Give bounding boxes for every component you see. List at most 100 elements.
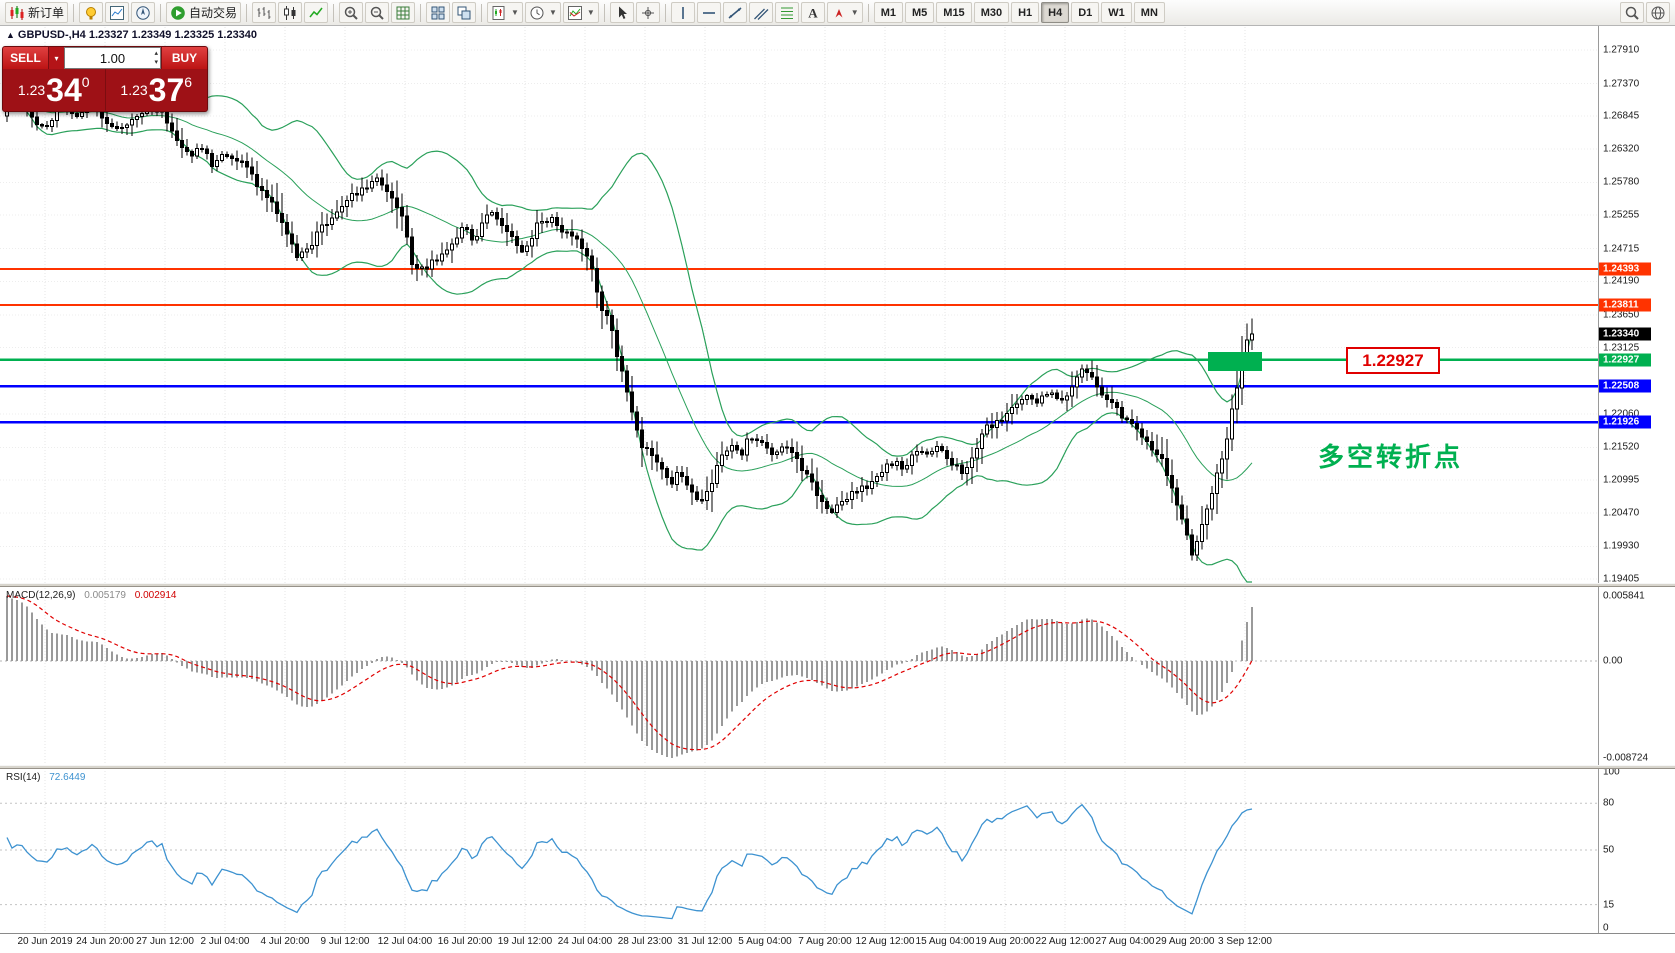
- timeframe-m5-button[interactable]: M5: [905, 2, 934, 23]
- chart-annotation-text[interactable]: 多空转折点: [1318, 437, 1463, 474]
- one-click-trading-panel: SELL ▾ 1.00 ▴▾ BUY 1.23340 1.23376: [2, 46, 208, 112]
- volume-input[interactable]: 1.00 ▴▾: [64, 47, 161, 69]
- rsi-label: RSI(14) 72.6449: [6, 772, 85, 783]
- timeframe-d1-button[interactable]: D1: [1071, 2, 1099, 23]
- vertical-line-button[interactable]: [671, 2, 695, 23]
- bid-price[interactable]: 1.23340: [3, 69, 106, 111]
- fibonacci-button[interactable]: [775, 2, 799, 23]
- indicators-icon: [567, 5, 583, 21]
- dropdown-arrow-icon[interactable]: ▼: [851, 8, 859, 17]
- volume-value: 1.00: [100, 51, 125, 66]
- crosshair-button[interactable]: [636, 2, 660, 23]
- vline-icon: [675, 5, 691, 21]
- cursor-icon: [614, 5, 630, 21]
- toolbar-right-groups: [1619, 2, 1671, 23]
- horizontal-line-button[interactable]: [697, 2, 721, 23]
- navigator-button[interactable]: [131, 2, 155, 23]
- timeframe-w1-button[interactable]: W1: [1101, 2, 1132, 23]
- volume-down-icon[interactable]: ▾: [154, 58, 158, 67]
- metaeditor-button[interactable]: [79, 2, 103, 23]
- text-tool-button[interactable]: A: [801, 2, 825, 23]
- rsi-value: 72.6449: [49, 772, 85, 783]
- order-controls-row: SELL ▾ 1.00 ▴▾ BUY: [3, 47, 207, 69]
- rsi-panel-separator[interactable]: [0, 765, 1675, 769]
- chart-canvas[interactable]: [0, 0, 1675, 953]
- window-icon: ▲: [6, 30, 15, 40]
- new-chart-button[interactable]: ▼: [487, 2, 523, 23]
- trend-line-button[interactable]: [723, 2, 747, 23]
- chart-grid-button[interactable]: [391, 2, 415, 23]
- zoom-in-button[interactable]: [339, 2, 363, 23]
- globe-icon: [1650, 5, 1666, 21]
- search-button[interactable]: [1620, 2, 1644, 23]
- new-order-label: 新订单: [28, 4, 64, 21]
- order-options-dropdown[interactable]: ▾: [49, 47, 64, 69]
- symbol-info: ▲GBPUSD-,H4 1.23327 1.23349 1.23325 1.23…: [6, 29, 257, 41]
- tile-icon: [430, 5, 446, 21]
- new-order-icon: [9, 5, 25, 21]
- svg-text:A: A: [808, 5, 818, 20]
- tile-windows-button[interactable]: [426, 2, 450, 23]
- tline-icon: [727, 5, 743, 21]
- price-callout-box[interactable]: 1.22927: [1346, 347, 1440, 374]
- toolbar-separator: [665, 4, 666, 22]
- time-axis-separator: [0, 933, 1675, 934]
- new-chart-icon: [491, 5, 507, 21]
- cascade-windows-button[interactable]: [452, 2, 476, 23]
- ask-point: 6: [184, 74, 192, 90]
- sell-button[interactable]: SELL: [3, 47, 49, 69]
- text-icon: A: [805, 5, 821, 21]
- profiles-button[interactable]: ▼: [525, 2, 561, 23]
- ask-price[interactable]: 1.23376: [106, 69, 208, 111]
- timeframe-m30-button[interactable]: M30: [974, 2, 1009, 23]
- macd-title-text: MACD(12,26,9): [6, 590, 75, 601]
- community-button[interactable]: [1646, 2, 1670, 23]
- cascade-icon: [456, 5, 472, 21]
- market-watch-button[interactable]: [105, 2, 129, 23]
- mt4-window: 新订单 自动交易 ▼ ▼ ▼ A ▼ M1M5M15M30H1H4D1W1MN ▲GBPUSD…: [0, 0, 1675, 953]
- toolbar-separator: [604, 4, 605, 22]
- zoom-out-button[interactable]: [365, 2, 389, 23]
- timeframe-h4-button[interactable]: H4: [1041, 2, 1069, 23]
- grid-icon: [395, 5, 411, 21]
- arrow-icon: [831, 5, 847, 21]
- toolbar-separator: [420, 4, 421, 22]
- timeframe-m15-button[interactable]: M15: [936, 2, 971, 23]
- nav-icon: [135, 5, 151, 21]
- timeframe-mn-button[interactable]: MN: [1134, 2, 1165, 23]
- toolbar-separator: [73, 4, 74, 22]
- bid-ask-row: 1.23340 1.23376: [3, 69, 207, 111]
- hline-icon: [701, 5, 717, 21]
- bulb-icon: [83, 5, 99, 21]
- chart-line-button[interactable]: [304, 2, 328, 23]
- macd-signal-value: 0.002914: [135, 590, 177, 601]
- timeframe-m1-button[interactable]: M1: [874, 2, 903, 23]
- bars-icon: [256, 5, 272, 21]
- cursor-button[interactable]: [610, 2, 634, 23]
- chart-candles-button[interactable]: [278, 2, 302, 23]
- new-order-button[interactable]: 新订单: [5, 2, 68, 23]
- buy-button[interactable]: BUY: [161, 47, 207, 69]
- toolbar-separator: [160, 4, 161, 22]
- toolbar-separator: [333, 4, 334, 22]
- ask-prefix: 1.23: [120, 82, 147, 98]
- dropdown-arrow-icon[interactable]: ▼: [511, 8, 519, 17]
- mw-icon: [109, 5, 125, 21]
- rsi-title-text: RSI(14): [6, 772, 40, 783]
- bid-point: 0: [82, 74, 90, 90]
- autotrading-button[interactable]: 自动交易: [166, 2, 241, 23]
- arrows-tool-button[interactable]: ▼: [827, 2, 863, 23]
- channel-icon: [753, 5, 769, 21]
- timeframe-h1-button[interactable]: H1: [1011, 2, 1039, 23]
- dropdown-arrow-icon[interactable]: ▼: [549, 8, 557, 17]
- chart-bars-button[interactable]: [252, 2, 276, 23]
- macd-panel-separator[interactable]: [0, 583, 1675, 587]
- equidistant-channel-button[interactable]: [749, 2, 773, 23]
- dropdown-arrow-icon[interactable]: ▼: [587, 8, 595, 17]
- indicators-button[interactable]: ▼: [563, 2, 599, 23]
- symbol-ohlc-text: GBPUSD-,H4 1.23327 1.23349 1.23325 1.233…: [18, 29, 257, 41]
- volume-up-icon[interactable]: ▴: [154, 49, 158, 58]
- toolbar-separator: [246, 4, 247, 22]
- bid-pips: 34: [46, 74, 82, 106]
- crosshair-icon: [640, 5, 656, 21]
